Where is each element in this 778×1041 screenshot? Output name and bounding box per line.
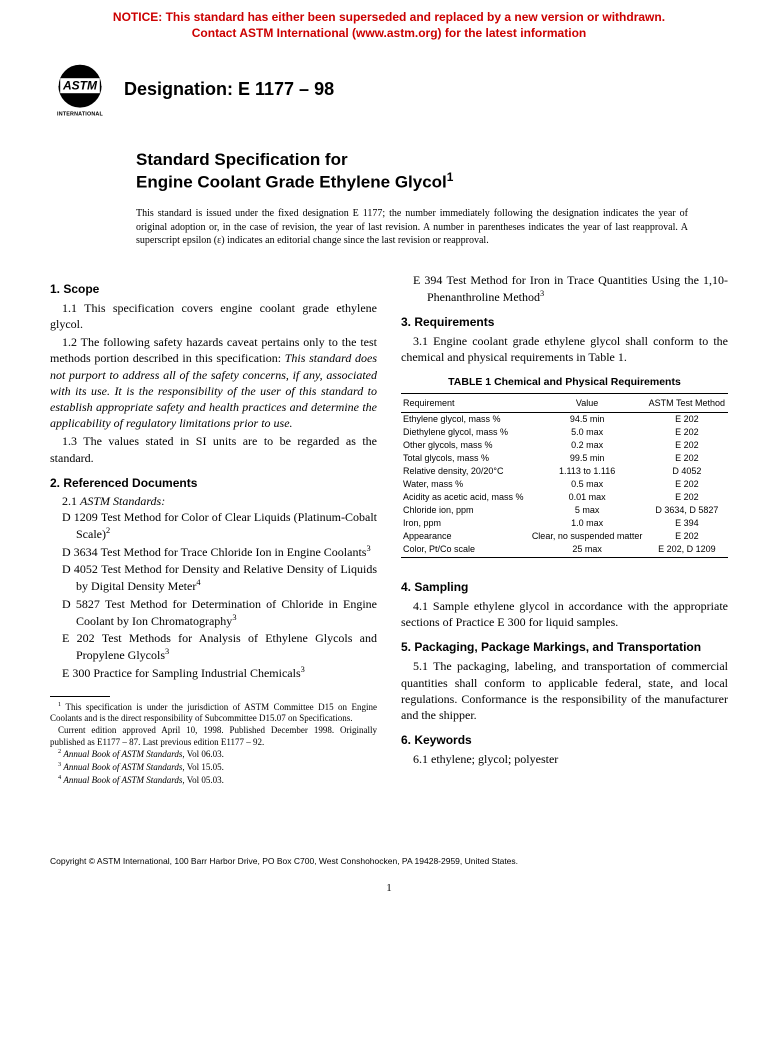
ref-item: D 4052 Test Method for Density and Relat… [50,561,377,594]
footnote-4: 4 Annual Book of ASTM Standards, Vol 05.… [50,774,377,787]
packaging-heading: 5. Packaging, Package Markings, and Tran… [401,640,728,654]
scope-p3: 1.3 The values stated in SI units are to… [50,433,377,465]
two-column-body: 1. Scope 1.1 This specification covers e… [50,272,728,787]
table-row: Total glycols, mass %99.5 minE 202 [401,452,728,465]
header-row: ASTM INTERNATIONAL Designation: E 1177 –… [50,59,728,119]
copyright-line: Copyright © ASTM International, 100 Barr… [50,856,728,866]
footnote-rule [50,696,110,697]
title-block: Standard Specification for Engine Coolan… [136,149,728,193]
ref-item: D 1209 Test Method for Color of Clear Li… [50,509,377,542]
ref-item: D 3634 Test Method for Trace Chloride Io… [50,543,377,560]
notice-line1: NOTICE: This standard has either been su… [113,10,665,24]
footnote-1: 1 This specification is under the jurisd… [50,701,377,725]
table-row: Diethylene glycol, mass %5.0 maxE 202 [401,426,728,439]
issuance-note: This standard is issued under the fixed … [136,207,688,248]
ref-item-e394: E 394 Test Method for Iron in Trace Quan… [401,272,728,305]
footnote-1b: Current edition approved April 10, 1998.… [50,725,377,748]
table-row: Color, Pt/Co scale25 maxE 202, D 1209 [401,543,728,558]
requirements-table: Requirement Value ASTM Test Method Ethyl… [401,393,728,559]
scope-p2: 1.2 The following safety hazards caveat … [50,334,377,431]
ref-item: E 300 Practice for Sampling Industrial C… [50,664,377,681]
sampling-p1: 4.1 Sample ethylene glycol in accordance… [401,598,728,630]
ref-item: D 5827 Test Method for Determination of … [50,596,377,629]
footnote-2: 2 Annual Book of ASTM Standards, Vol 06.… [50,748,377,761]
title-line2: Engine Coolant Grade Ethylene Glycol1 [136,170,728,193]
refs-subhead: 2.1 ASTM Standards: [50,494,377,509]
packaging-p1: 5.1 The packaging, labeling, and transpo… [401,658,728,723]
astm-logo: ASTM INTERNATIONAL [50,59,110,119]
table-row: Iron, ppm1.0 maxE 394 [401,517,728,530]
sampling-heading: 4. Sampling [401,580,728,594]
table-row: AppearanceClear, no suspended matterE 20… [401,530,728,543]
document-page: NOTICE: This standard has either been su… [0,0,778,924]
table-row: Other glycols, mass %0.2 maxE 202 [401,439,728,452]
scope-p1: 1.1 This specification covers engine coo… [50,300,377,332]
table-row: Chloride ion, ppm5 maxD 3634, D 5827 [401,504,728,517]
scope-heading: 1. Scope [50,282,377,296]
refs-list: D 1209 Test Method for Color of Clear Li… [50,509,377,682]
table-row: Ethylene glycol, mass %94.5 minE 202 [401,412,728,426]
keywords-heading: 6. Keywords [401,733,728,747]
footnote-3: 3 Annual Book of ASTM Standards, Vol 15.… [50,761,377,774]
svg-text:ASTM: ASTM [62,79,98,93]
notice-banner: NOTICE: This standard has either been su… [50,10,728,41]
th-value: Value [528,393,645,412]
table-title: TABLE 1 Chemical and Physical Requiremen… [401,376,728,388]
keywords-p1: 6.1 ethylene; glycol; polyester [401,751,728,767]
th-requirement: Requirement [401,393,528,412]
table-header-row: Requirement Value ASTM Test Method [401,393,728,412]
table-row: Relative density, 20/20°C1.113 to 1.116D… [401,465,728,478]
th-method: ASTM Test Method [646,393,728,412]
table-row: Water, mass %0.5 maxE 202 [401,478,728,491]
page-number: 1 [50,882,728,894]
right-column: E 394 Test Method for Iron in Trace Quan… [401,272,728,787]
title-line1: Standard Specification for [136,149,728,170]
left-column: 1. Scope 1.1 This specification covers e… [50,272,377,787]
refs-heading: 2. Referenced Documents [50,476,377,490]
table-row: Acidity as acetic acid, mass %0.01 maxE … [401,491,728,504]
designation-text: Designation: E 1177 – 98 [124,79,334,100]
reqs-heading: 3. Requirements [401,315,728,329]
notice-line2: Contact ASTM International (www.astm.org… [192,26,586,40]
reqs-p1: 3.1 Engine coolant grade ethylene glycol… [401,333,728,365]
svg-text:INTERNATIONAL: INTERNATIONAL [57,112,103,118]
ref-item: E 202 Test Methods for Analysis of Ethyl… [50,630,377,663]
